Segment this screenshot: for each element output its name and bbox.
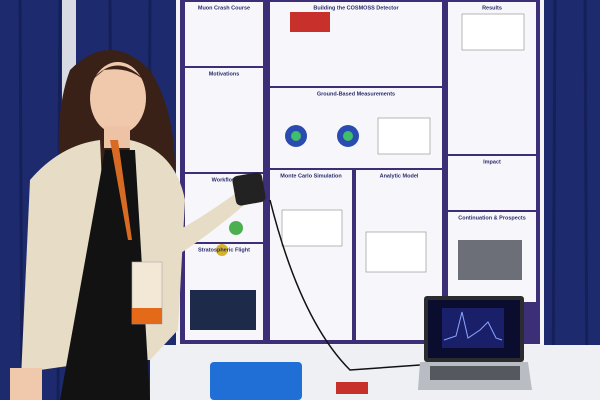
person [10,50,266,400]
section-heading: Stratospheric Flight [198,247,250,253]
section-heading: Ground-Based Measurements [317,91,395,97]
section-heading: Muon Crash Course [198,5,250,11]
poster-figures [190,12,525,330]
blue-folder [210,362,302,400]
laptop [418,296,532,390]
section-heading: Continuation & Prospects [458,215,526,221]
cable [269,199,421,371]
section-heading: Workflow [212,177,237,183]
circuit-board [336,382,368,394]
section-heading: Building the COSMOSS Detector [313,5,399,11]
section-heading: Motivations [209,71,240,77]
section-heading: Analytic Model [380,173,419,179]
section-heading: Results [482,5,502,11]
section-heading: Monte Carlo Simulation [280,173,342,179]
section-heading: Impact [483,159,501,165]
poster-headings: Muon Crash Course Motivations Workflow Stra… [198,5,526,253]
poster-panels [185,2,536,340]
